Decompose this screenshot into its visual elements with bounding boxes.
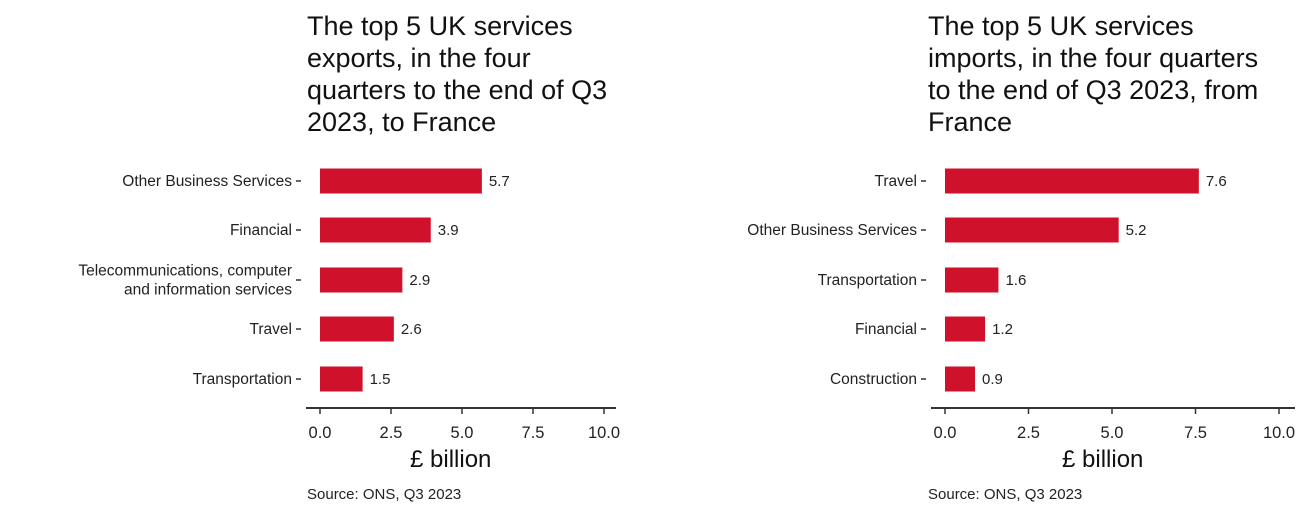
y-tick-label: Telecommunications, computer and informat… bbox=[78, 263, 292, 299]
data-label: 7.6 bbox=[1206, 173, 1227, 190]
y-tick-label: Financial bbox=[855, 321, 917, 338]
source-note: Source: ONS, Q3 2023 bbox=[928, 486, 1083, 503]
x-tick-label: 10.0 bbox=[588, 424, 620, 442]
data-label: 5.2 bbox=[1126, 222, 1147, 239]
x-tick-label: 5.0 bbox=[451, 424, 474, 442]
x-tick-label: 5.0 bbox=[1101, 424, 1124, 442]
y-tick-label: Travel bbox=[875, 173, 918, 190]
data-label: 2.9 bbox=[409, 272, 430, 289]
bar bbox=[945, 316, 986, 342]
x-tick-label: 2.5 bbox=[380, 424, 403, 442]
bar bbox=[945, 217, 1119, 243]
bar bbox=[945, 168, 1199, 194]
data-label: 1.6 bbox=[1005, 272, 1026, 289]
source-note: Source: ONS, Q3 2023 bbox=[307, 486, 462, 503]
y-tick-label: Construction bbox=[830, 371, 917, 388]
imports-plot: 7.6 Travel 5.2 Other Business Services 1.6 Tr… bbox=[747, 168, 1295, 442]
x-tick-label: 2.5 bbox=[1017, 424, 1040, 442]
y-tick-label: Financial bbox=[230, 222, 292, 239]
y-tick-label: Transportation bbox=[818, 272, 917, 289]
bar bbox=[320, 267, 403, 293]
data-label: 5.7 bbox=[489, 173, 510, 190]
x-tick-label: 0.0 bbox=[934, 424, 957, 442]
bar bbox=[320, 217, 431, 243]
x-tick-label: 7.5 bbox=[522, 424, 545, 442]
bar bbox=[320, 168, 482, 194]
y-tick-label: Transportation bbox=[193, 371, 292, 388]
x-tick-label: 10.0 bbox=[1263, 424, 1295, 442]
bar bbox=[945, 366, 976, 392]
bar bbox=[320, 316, 394, 342]
bar bbox=[945, 267, 999, 293]
y-tick-label: Other Business Services bbox=[122, 173, 292, 190]
imports-chart: The top 5 UK services imports, in the fo… bbox=[650, 0, 1310, 507]
exports-plot: 5.7 Other Business Services 3.9 Financial 2.… bbox=[78, 168, 620, 442]
y-tick-label: Other Business Services bbox=[747, 222, 917, 239]
data-label: 2.6 bbox=[401, 321, 422, 338]
data-label: 3.9 bbox=[438, 222, 459, 239]
x-tick-label: 7.5 bbox=[1184, 424, 1207, 442]
chart-title: The top 5 UK services imports, in the fo… bbox=[928, 11, 1259, 137]
x-axis-label: £ billion bbox=[410, 446, 492, 473]
y-tick-label: Travel bbox=[250, 321, 293, 338]
bar bbox=[320, 366, 363, 392]
x-axis-label: £ billion bbox=[1062, 446, 1144, 473]
data-label: 0.9 bbox=[982, 371, 1003, 388]
x-tick-label: 0.0 bbox=[309, 424, 332, 442]
data-label: 1.2 bbox=[992, 321, 1013, 338]
chart-title: The top 5 UK services exports, in the fo… bbox=[307, 11, 608, 137]
exports-chart: The top 5 UK services exports, in the fo… bbox=[0, 0, 640, 507]
data-label: 1.5 bbox=[370, 371, 391, 388]
